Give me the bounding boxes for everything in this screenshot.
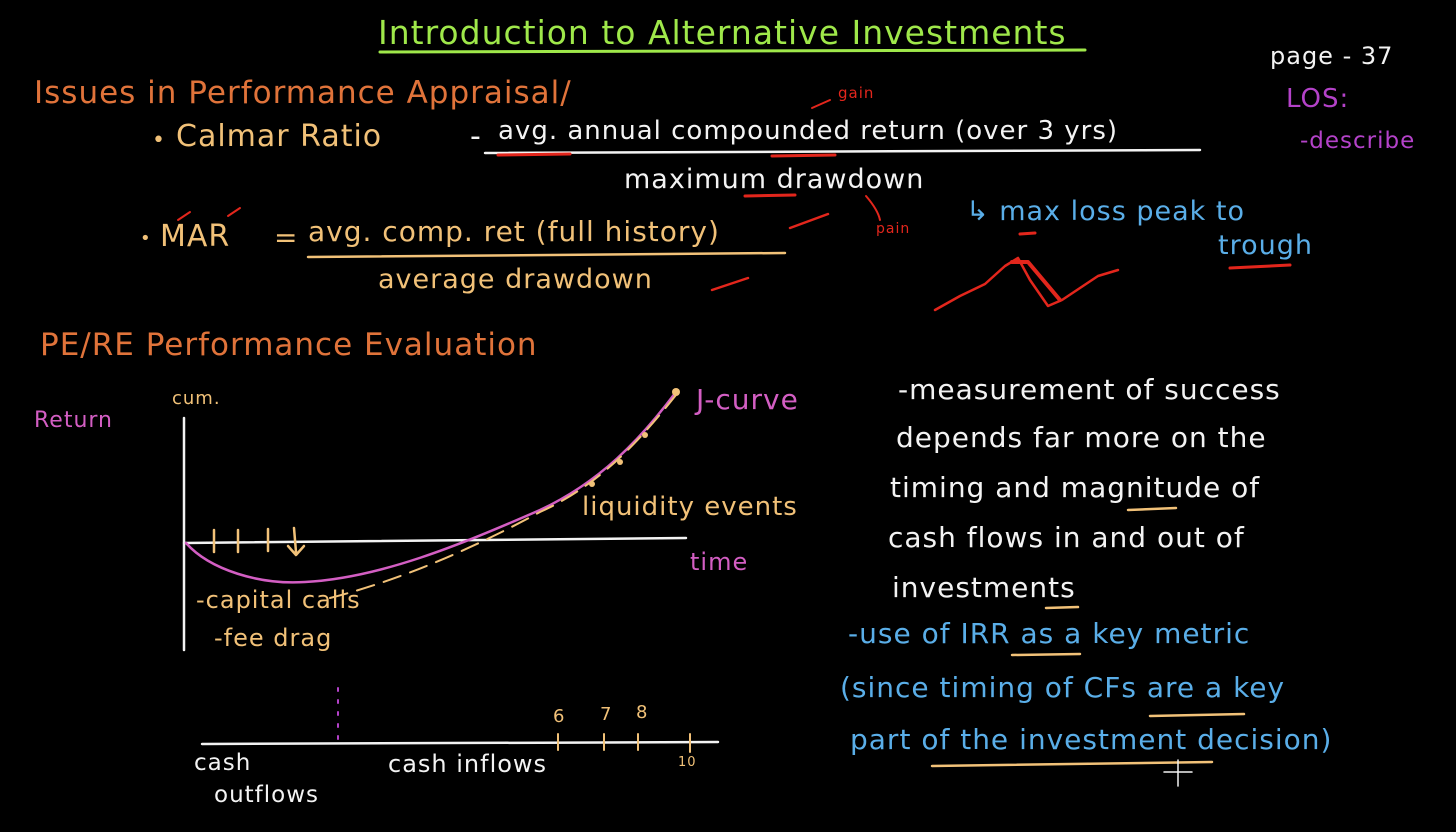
notes-line-8: part of the investment decision) bbox=[850, 723, 1333, 756]
mar-numerator: avg. comp. ret (full history) bbox=[308, 215, 720, 248]
timeline-label-cash: cash bbox=[194, 750, 252, 776]
pain-arrow bbox=[865, 195, 881, 221]
timeline-axis bbox=[200, 740, 720, 746]
cfs-overline bbox=[1148, 712, 1246, 718]
los-label: LOS: bbox=[1286, 84, 1350, 114]
timeline-label-cash-inflows: cash inflows bbox=[388, 750, 548, 778]
j-curve-label: J-curve bbox=[696, 383, 799, 416]
mar-check-2 bbox=[710, 276, 750, 292]
mar-accent-1 bbox=[177, 211, 191, 221]
mar-label: MAR bbox=[160, 219, 231, 254]
graph-y-label-top: cum. bbox=[172, 388, 221, 409]
calmar-label: Calmar Ratio bbox=[176, 119, 383, 154]
capital-calls-label: -capital calls bbox=[196, 586, 361, 614]
time-axis-label: time bbox=[690, 548, 749, 576]
mar-bullet: • bbox=[140, 228, 152, 249]
liquidity-events-label: liquidity events bbox=[582, 492, 798, 522]
mar-fraction-bar bbox=[306, 251, 787, 259]
peak-underline bbox=[1018, 231, 1037, 236]
drawdown-sketch-arrow bbox=[1010, 260, 1062, 302]
calmar-note-pain: pain bbox=[876, 221, 911, 237]
trough-underline bbox=[1228, 263, 1292, 270]
drawdown-note-line2: trough bbox=[1218, 230, 1313, 261]
mar-check-1 bbox=[788, 212, 830, 230]
calmar-bullet: • bbox=[152, 128, 166, 153]
notes-line-7: (since timing of CFs are a key bbox=[840, 671, 1286, 704]
title-underline bbox=[378, 48, 1087, 54]
graph-y-label-left: Return bbox=[34, 408, 114, 433]
calmar-fraction-bar bbox=[483, 148, 1202, 155]
x-axis bbox=[182, 536, 688, 545]
calmar-dash: - bbox=[470, 119, 482, 154]
irr-underline bbox=[1010, 652, 1082, 657]
j-curve-end-dot bbox=[672, 388, 680, 396]
notes-line-1: -measurement of success bbox=[898, 373, 1281, 406]
magnitude-underline bbox=[1126, 506, 1178, 512]
timeline-tick-label-6: 6 bbox=[553, 706, 566, 727]
mar-equals: = bbox=[274, 221, 299, 254]
section-heading-pe-re: PE/RE Performance Evaluation bbox=[40, 327, 538, 363]
notes-line-4: cash flows in and out of bbox=[888, 521, 1245, 554]
calmar-pounded-underline bbox=[770, 153, 837, 158]
timeline-label-outflows: outflows bbox=[214, 782, 320, 808]
page-number: page - 37 bbox=[1270, 42, 1394, 70]
calmar-numerator: avg. annual compounded return (over 3 yr… bbox=[498, 116, 1119, 146]
notes-line-5: investments bbox=[892, 571, 1076, 604]
calmar-avg-underline bbox=[496, 152, 572, 157]
los-item: -describe bbox=[1300, 128, 1416, 154]
timeline-tick-label-8: 8 bbox=[636, 702, 649, 723]
section-heading-appraisal: Issues in Performance Appraisal/ bbox=[34, 75, 572, 111]
liquidity-dot-1 bbox=[589, 481, 595, 487]
mar-accent-2 bbox=[227, 207, 241, 217]
fee-drag-label: -fee drag bbox=[214, 624, 333, 652]
notes-line-2: depends far more on the bbox=[896, 421, 1267, 454]
liquidity-dot-3 bbox=[642, 432, 648, 438]
timeline-tick-label-10: 10 bbox=[678, 755, 697, 770]
page-title: Introduction to Alternative Investments bbox=[378, 13, 1067, 52]
gain-tick bbox=[811, 99, 831, 109]
drawdown-note-line1: ↳ max loss peak to bbox=[966, 196, 1245, 227]
liquidity-arrows-line bbox=[329, 394, 677, 599]
notes-line-3: timing and magnitude of bbox=[890, 471, 1261, 504]
maximum-underline bbox=[743, 193, 797, 198]
mar-denominator: average drawdown bbox=[378, 264, 653, 295]
drawdown-sketch bbox=[933, 256, 1120, 312]
capital-call-arrow bbox=[286, 526, 306, 557]
liquidity-dot-2 bbox=[617, 459, 623, 465]
notes-line-6: -use of IRR as a key metric bbox=[848, 617, 1251, 650]
timeline-tick-label-7: 7 bbox=[600, 704, 613, 725]
calmar-denominator: maximum drawdown bbox=[624, 164, 925, 195]
investment-decision-underline bbox=[930, 760, 1214, 768]
calmar-note-gain: gain bbox=[838, 84, 875, 102]
cursor-crosshair bbox=[1163, 759, 1193, 787]
j-curve-line bbox=[184, 390, 678, 584]
investments-underline bbox=[1044, 605, 1080, 610]
